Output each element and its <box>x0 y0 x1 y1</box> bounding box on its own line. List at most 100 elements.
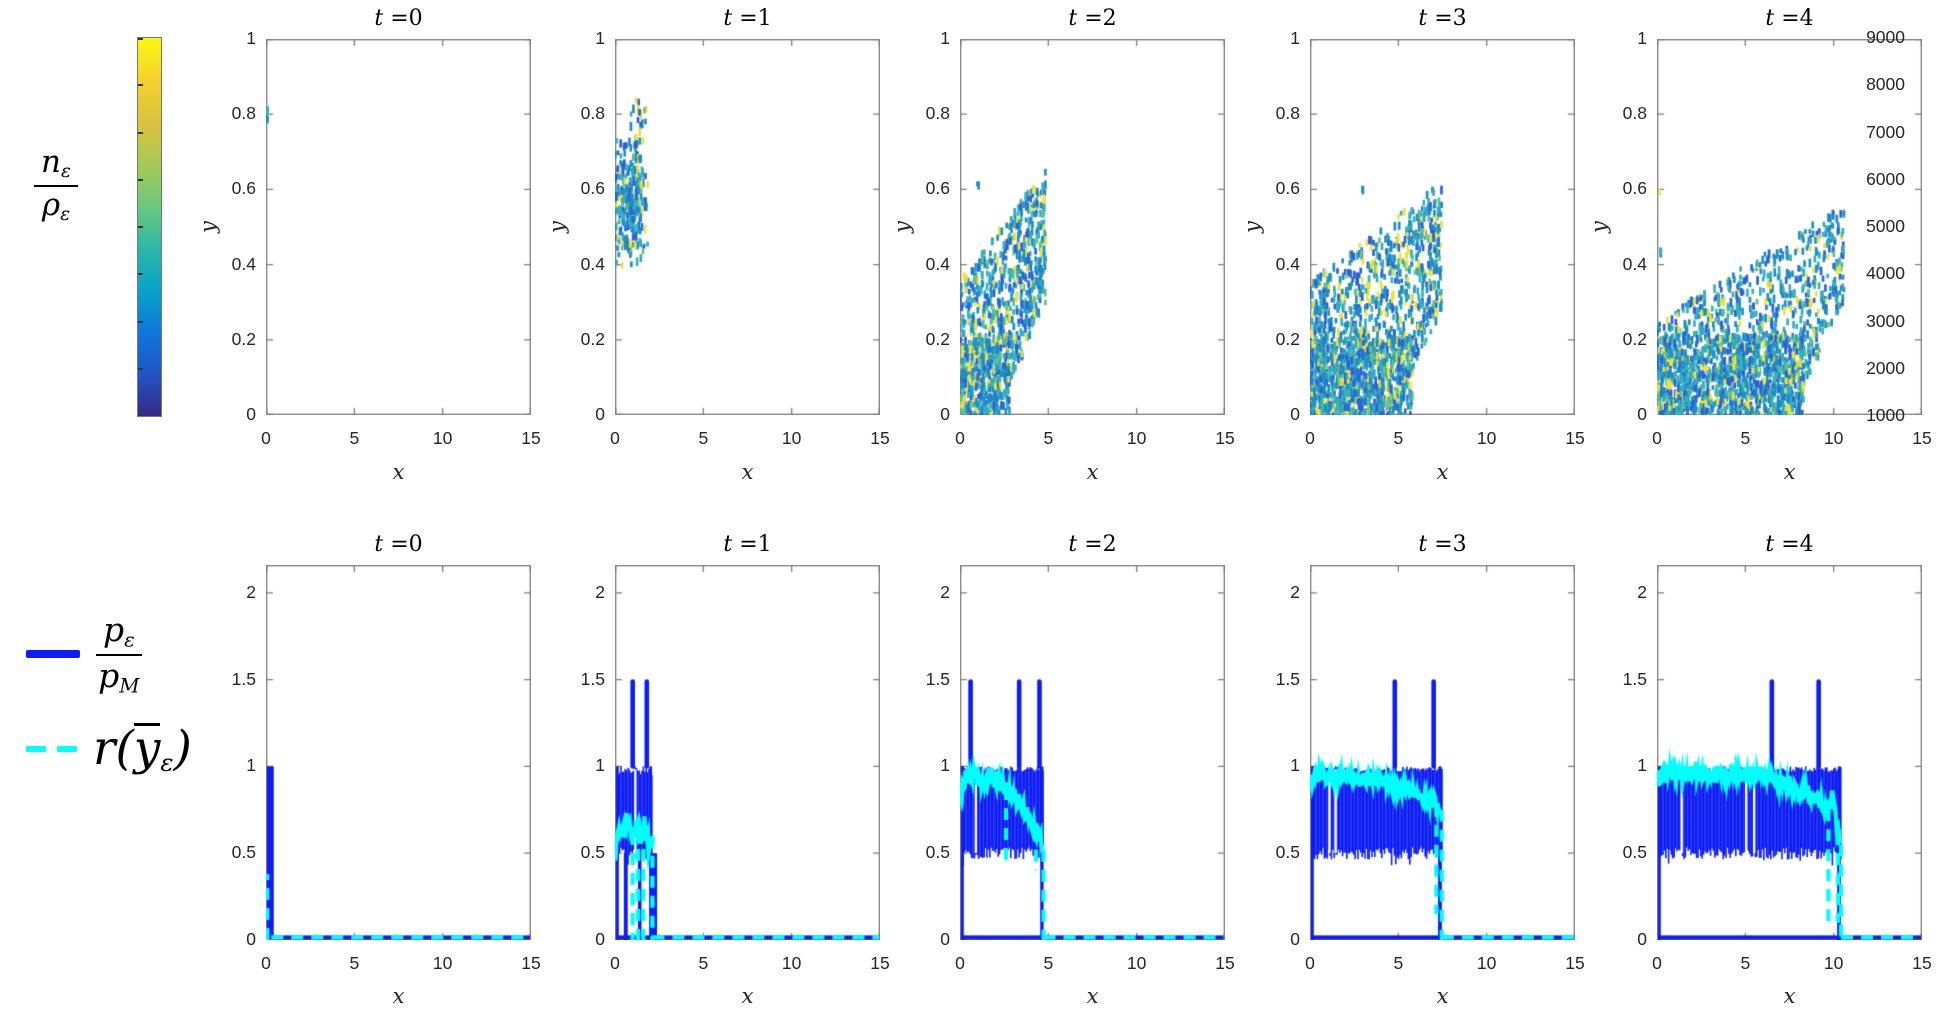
y-tick-label: 1.5 <box>1622 668 1647 689</box>
y-tick-label: 0 <box>1290 404 1300 424</box>
colorbar-tick-mark <box>138 320 143 323</box>
y-tick-label: 0.8 <box>1275 103 1300 124</box>
y-tick-label: 0.6 <box>231 178 256 199</box>
legend: pε pM r(yε) <box>26 612 276 775</box>
y-tick-label: 1.5 <box>1275 668 1300 689</box>
scatter-plot-canvas <box>1657 39 1922 415</box>
x-axis-label: x <box>392 984 405 1008</box>
y-tick-label: 2 <box>940 581 950 602</box>
y-tick-label: 0.4 <box>925 253 950 274</box>
y-axis-label: y <box>1587 221 1611 233</box>
x-tick-label: 5 <box>698 428 709 448</box>
x-tick-label: 10 <box>781 953 802 973</box>
y-tick-label: 0.5 <box>1275 842 1300 863</box>
x-tick-label: 5 <box>1393 953 1404 973</box>
x-tick-label: 5 <box>1393 428 1404 448</box>
x-tick-label: 5 <box>1043 428 1054 448</box>
y-tick-label: 0 <box>940 929 950 949</box>
y-tick-label: 0.5 <box>925 842 950 863</box>
x-tick-label: 15 <box>870 953 890 973</box>
legend-blue-line-swatch <box>26 650 80 659</box>
colorbar-tick-mark <box>138 273 143 276</box>
colorbar-tick-mark <box>138 226 143 228</box>
panel-top-t2: t =2 y x 0 5 10 15 0 0.2 0.4 0.6 0.8 1 <box>890 6 1235 484</box>
y-tick-label: 0.6 <box>1275 178 1300 199</box>
colorbar-label-den: ρ <box>41 186 61 223</box>
x-tick-label: 10 <box>432 953 453 973</box>
x-tick-label: 15 <box>521 428 541 448</box>
line-plot-canvas <box>960 565 1225 940</box>
x-tick-label: 0 <box>955 428 965 448</box>
panel-title: t =1 <box>723 6 772 31</box>
x-tick-label: 10 <box>1476 953 1497 973</box>
x-tick-label: 5 <box>1043 953 1054 973</box>
x-tick-label: 5 <box>698 953 709 973</box>
x-tick-label: 15 <box>521 953 541 973</box>
x-tick-label: 15 <box>1215 428 1235 448</box>
y-tick-label: 0 <box>1290 929 1300 949</box>
y-tick-label: 2 <box>1637 581 1647 602</box>
panel-title: t =2 <box>1068 532 1117 557</box>
panel-bottom-t4: t =4 x 0 5 10 15 0 0.5 1 1.5 2 <box>1623 532 1932 1008</box>
y-tick-label: 0.6 <box>925 178 950 199</box>
x-tick-label: 0 <box>261 428 271 448</box>
x-tick-label: 0 <box>1305 428 1315 448</box>
line-plot-canvas <box>266 565 531 940</box>
x-tick-label: 10 <box>1476 428 1497 448</box>
colorbar <box>137 37 162 417</box>
y-tick-label: 0.8 <box>580 103 605 124</box>
x-tick-label: 15 <box>1912 953 1932 973</box>
panel-title: t =2 <box>1068 6 1117 31</box>
y-tick-label: 0 <box>595 929 605 949</box>
colorbar-tick-mark <box>138 38 143 40</box>
colorbar-tick-mark <box>138 414 143 416</box>
colorbar-tick-label: 3000 <box>1866 310 1905 331</box>
y-tick-label: 1 <box>940 28 950 48</box>
y-axis-label: y <box>1240 221 1264 233</box>
x-tick-label: 0 <box>610 953 620 973</box>
colorbar-tick-label: 8000 <box>1866 74 1905 95</box>
y-tick-label: 2 <box>595 581 605 602</box>
panel-bottom-t0: t =0 x 0 5 10 15 0 0.5 1 1.5 2 <box>232 532 541 1008</box>
colorbar-tick-label: 6000 <box>1866 168 1905 189</box>
y-tick-label: 0.2 <box>580 328 605 349</box>
y-tick-label: 0.2 <box>231 328 256 349</box>
x-tick-label: 10 <box>432 428 453 448</box>
x-axis-label: x <box>1783 984 1796 1008</box>
panel-title: t =3 <box>1418 6 1467 31</box>
y-tick-label: 1 <box>595 28 605 48</box>
y-tick-label: 0.5 <box>580 842 605 863</box>
panel-bottom-t3: t =3 x 0 5 10 15 0 0.5 1 1.5 2 <box>1276 532 1585 1008</box>
x-tick-label: 15 <box>1565 428 1585 448</box>
colorbar-label-num: n <box>41 144 61 180</box>
y-tick-label: 0 <box>246 404 256 424</box>
y-tick-label: 0 <box>246 929 256 949</box>
x-axis-label: x <box>741 460 754 484</box>
y-tick-label: 1 <box>246 28 256 48</box>
y-tick-label: 1.5 <box>231 668 256 689</box>
x-tick-label: 10 <box>1126 953 1147 973</box>
colorbar-label: nε ρε <box>10 146 102 224</box>
colorbar-tick-label: 9000 <box>1866 27 1905 47</box>
panel-title: t =4 <box>1765 6 1814 31</box>
y-tick-label: 0 <box>1637 404 1647 424</box>
x-tick-label: 10 <box>781 428 802 448</box>
y-tick-label: 0.2 <box>925 328 950 349</box>
y-tick-label: 1 <box>1637 28 1647 48</box>
scatter-plot-canvas <box>615 39 880 415</box>
x-tick-label: 5 <box>349 428 360 448</box>
x-axis-label: x <box>741 984 754 1008</box>
y-tick-label: 0.4 <box>1275 253 1300 274</box>
y-tick-label: 1 <box>1637 755 1647 776</box>
x-tick-label: 15 <box>870 428 890 448</box>
y-tick-label: 1.5 <box>580 668 605 689</box>
line-plot-canvas <box>1310 565 1575 940</box>
x-tick-label: 15 <box>1215 953 1235 973</box>
panel-top-t1: t =1 y x 0 5 10 15 0 0.2 0.4 0.6 0.8 1 <box>545 6 890 484</box>
panel-top-t3: t =3 y x 0 5 10 15 0 0.2 0.4 0.6 0.8 1 <box>1240 6 1585 484</box>
colorbar-tick-mark <box>138 178 143 181</box>
x-axis-label: x <box>1086 460 1099 484</box>
x-tick-label: 0 <box>1305 953 1315 973</box>
x-tick-label: 10 <box>1823 428 1844 448</box>
